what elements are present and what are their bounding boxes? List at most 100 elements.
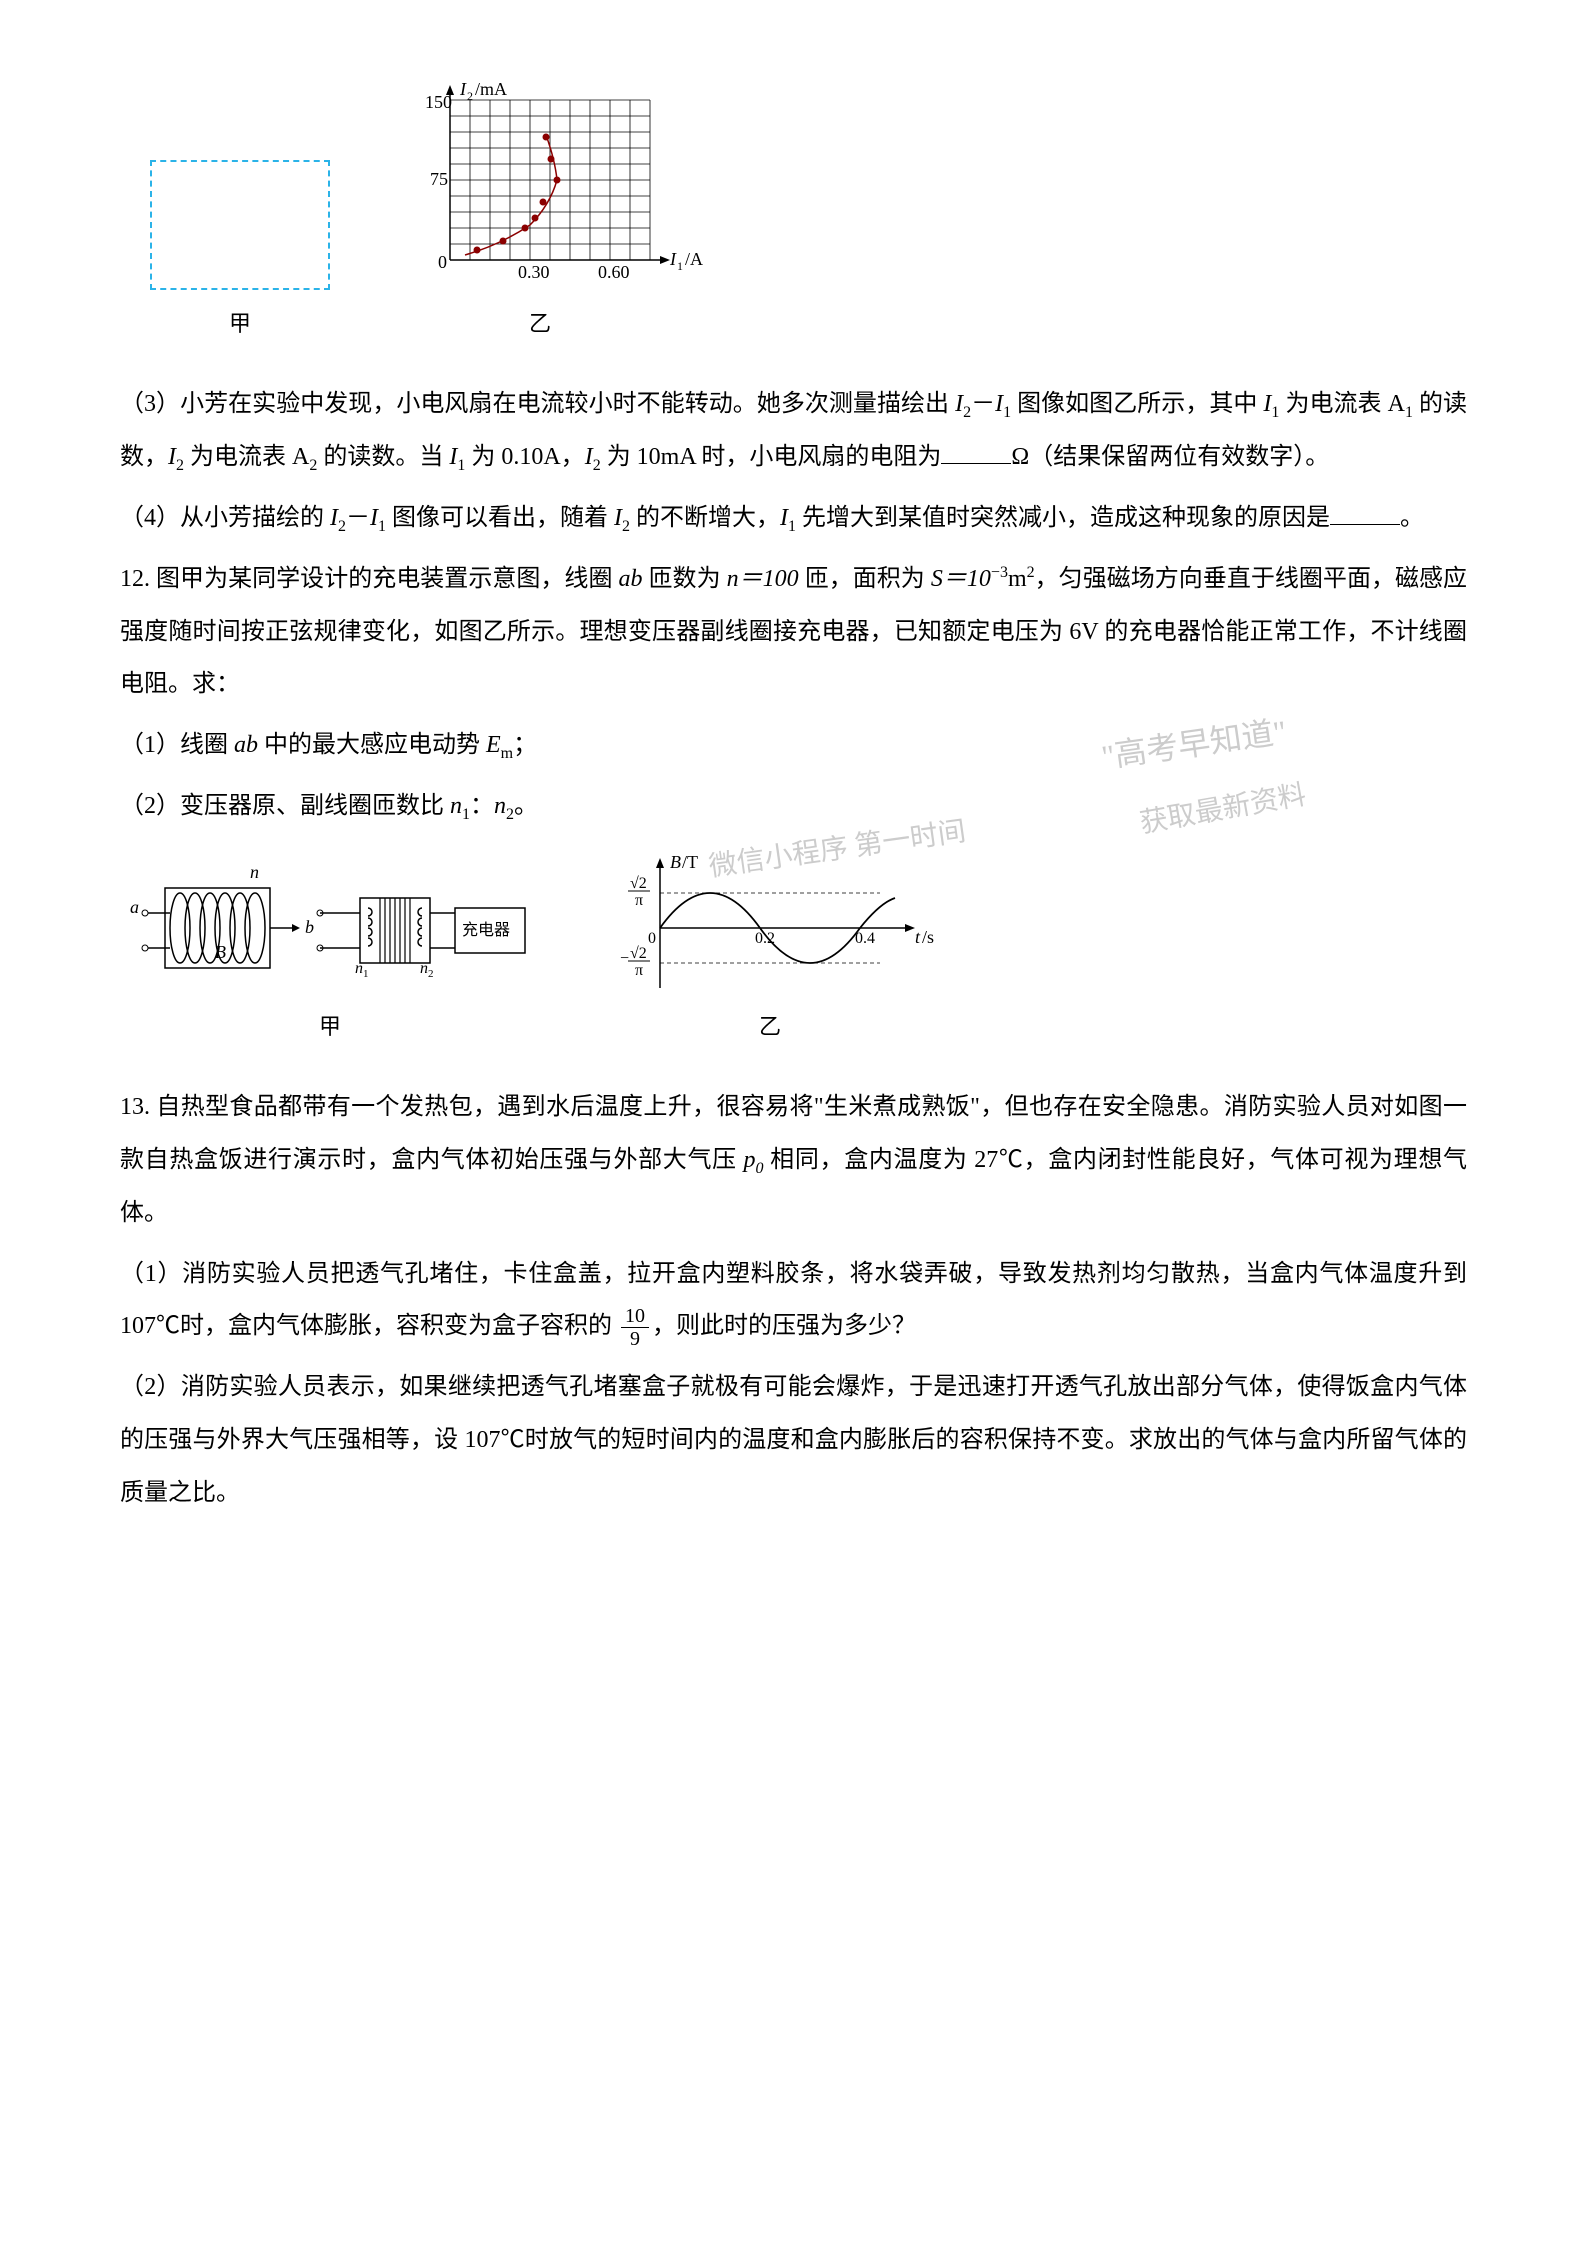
q4-p2: 图像可以看出，随着 <box>386 505 614 531</box>
svg-text:0.4: 0.4 <box>855 930 875 947</box>
q12-s1end: ； <box>513 732 537 758</box>
q12-ab: ab <box>619 566 643 592</box>
q12-neq: n＝100 <box>727 566 799 592</box>
figure-yi-container: I 2 /mA <box>370 80 710 348</box>
q4-i2b-sub: 2 <box>622 518 630 535</box>
q4-p4: 先增大到某值时突然减小，造成这种现象的原因是 <box>796 505 1330 531</box>
circuit-jia-label: 甲 <box>319 1003 341 1051</box>
q12-n2sub: 2 <box>506 806 514 823</box>
q3-i1-sub: 1 <box>1003 404 1011 421</box>
svg-text:75: 75 <box>430 169 448 189</box>
q3-p2: 图像如图乙所示，其中 <box>1011 391 1263 417</box>
question-3-text: （3）小芳在实验中发现，小电风扇在电流较小时不能转动。她多次测量描绘出 I2－I… <box>120 378 1467 484</box>
q3-i2b-sub: 2 <box>176 457 184 474</box>
svg-text:B: B <box>215 942 226 962</box>
svg-text:π: π <box>635 962 643 979</box>
q3-i2c: I <box>585 444 593 470</box>
svg-text:1: 1 <box>363 968 369 980</box>
svg-text:√2: √2 <box>630 875 647 892</box>
chart-i2-i1: I 2 /mA <box>370 80 710 300</box>
q13-p0sub: 0 <box>756 1160 764 1177</box>
q4-i1b-sub: 1 <box>788 518 796 535</box>
q4-i1: I <box>370 505 378 531</box>
svg-text:B: B <box>670 853 681 872</box>
q4-period: 。 <box>1400 505 1424 531</box>
q12-sunitexp: 2 <box>1027 564 1035 581</box>
q12-s1b: 中的最大感应电动势 <box>258 732 486 758</box>
svg-text:n: n <box>355 960 363 977</box>
q4-p1: （4）从小芳描绘的 <box>120 505 330 531</box>
q12-figures-row: n a B b <box>120 853 1467 1051</box>
fraction-10-9: 109 <box>621 1305 649 1350</box>
svg-text:150: 150 <box>425 92 452 112</box>
q12-seq: S＝10 <box>931 566 991 592</box>
q3-a1-sub: 1 <box>1405 404 1413 421</box>
svg-text:0: 0 <box>648 930 656 947</box>
q3-p1: （3）小芳在实验中发现，小电风扇在电流较小时不能转动。她多次测量描绘出 <box>120 391 955 417</box>
q4-blank[interactable] <box>1330 501 1400 525</box>
q3-p8: 为 10mA 时，小电风扇的电阻为 <box>601 444 942 470</box>
svg-text:−: − <box>620 950 629 967</box>
q12-n1sub: 1 <box>462 806 470 823</box>
q12-em: E <box>486 732 501 758</box>
svg-text:0.60: 0.60 <box>598 262 630 282</box>
frac-den: 9 <box>626 1328 644 1350</box>
q4-i1b: I <box>780 505 788 531</box>
q12-n2: n <box>494 793 506 819</box>
watermark-area: "高考早知道" 获取最新资料 微信小程序 第一时间 （1）线圈 ab 中的最大感… <box>120 719 1467 1051</box>
q3-unit: Ω（结果保留两位有效数字）。 <box>1011 444 1329 470</box>
question-12-sub2: （2）变压器原、副线圈匝数比 n1：n2。 <box>120 780 1467 833</box>
svg-text:/A: /A <box>685 249 703 269</box>
q4-i2b: I <box>614 505 622 531</box>
svg-text:π: π <box>635 892 643 909</box>
question-13-intro: 13. 自热型食品都带有一个发热包，遇到水后温度上升，很容易将"生米煮成熟饭"，… <box>120 1081 1467 1239</box>
svg-text:0.2: 0.2 <box>755 930 775 947</box>
svg-text:b: b <box>305 917 314 937</box>
svg-text:/T: /T <box>682 853 698 872</box>
q13-s1b: ，则此时的压强为多少？ <box>652 1313 916 1339</box>
svg-text:2: 2 <box>428 968 434 980</box>
q12-sexp: −3 <box>991 564 1008 581</box>
q4-i1-sub: 1 <box>378 518 386 535</box>
q13-s2: （2）消防实验人员表示，如果继续把透气孔堵塞盒子就极有可能会爆炸，于是迅速打开透… <box>120 1374 1467 1506</box>
figure-jia-container: 甲 <box>150 160 330 348</box>
q3-i2c-sub: 2 <box>593 457 601 474</box>
q3-i2b: I <box>168 444 176 470</box>
q12-s1ab: ab <box>234 732 258 758</box>
q3-dash1: － <box>971 391 995 417</box>
figure-jia-label: 甲 <box>229 300 251 348</box>
q12-s1a: （1）线圈 <box>120 732 234 758</box>
circuit-diagram: n a B b <box>120 853 540 1003</box>
q3-p3: 为电流表 A <box>1279 391 1405 417</box>
q3-i2: I <box>955 391 963 417</box>
q4-i2-sub: 2 <box>338 518 346 535</box>
q12-intro3: 匝，面积为 <box>799 566 931 592</box>
svg-text:I: I <box>669 249 677 269</box>
q12-colon: ： <box>470 793 494 819</box>
sine-yi-container: B /T t /s √2 π − √2 π 0 0.2 0.4 <box>600 853 940 1051</box>
q12-s2end: 。 <box>514 793 538 819</box>
question-12-sub1: （1）线圈 ab 中的最大感应电动势 Em； <box>120 719 1467 772</box>
question-13-sub2: （2）消防实验人员表示，如果继续把透气孔堵塞盒子就极有可能会爆炸，于是迅速打开透… <box>120 1361 1467 1519</box>
question-12-intro: 12. 图甲为某同学设计的充电装置示意图，线圈 ab 匝数为 n＝100 匝，面… <box>120 553 1467 711</box>
svg-text:n: n <box>420 960 428 977</box>
svg-text:a: a <box>130 897 139 917</box>
svg-text:/s: /s <box>922 927 934 947</box>
q3-blank[interactable] <box>941 440 1011 464</box>
q13-p0: p <box>744 1147 756 1173</box>
svg-text:1: 1 <box>677 259 683 273</box>
frac-num: 10 <box>621 1305 649 1328</box>
svg-text:充电器: 充电器 <box>462 921 510 939</box>
q3-i1: I <box>995 391 1003 417</box>
svg-text:0.30: 0.30 <box>518 262 550 282</box>
sine-chart: B /T t /s √2 π − √2 π 0 0.2 0.4 <box>600 853 940 1003</box>
circuit-jia-container: n a B b <box>120 853 540 1051</box>
q12-intro2: 匝数为 <box>643 566 727 592</box>
q12-sunit: m <box>1008 566 1027 592</box>
svg-text:t: t <box>915 927 921 947</box>
q12-intro: 12. 图甲为某同学设计的充电装置示意图，线圈 <box>120 566 619 592</box>
svg-text:√2: √2 <box>630 945 647 962</box>
figure-yi-label: 乙 <box>529 300 551 348</box>
q12-n1: n <box>450 793 462 819</box>
svg-text:0: 0 <box>438 252 447 272</box>
